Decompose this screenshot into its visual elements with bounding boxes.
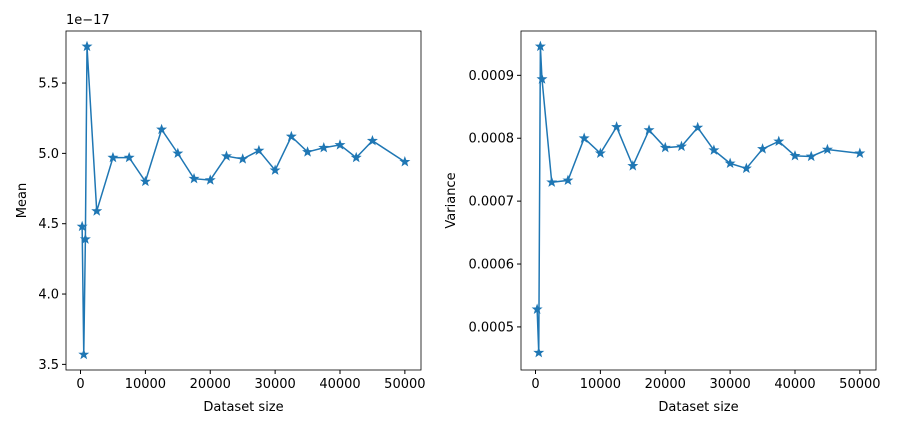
marker [854, 147, 866, 158]
x-axis-label: Dataset size [203, 400, 283, 415]
plot-frame [65, 30, 422, 371]
y-tick-label: 0.0007 [469, 195, 515, 210]
marker [334, 139, 346, 150]
x-axis-label: Dataset size [658, 400, 738, 415]
marker [253, 144, 265, 156]
y-tick-label: 0.0006 [469, 258, 515, 273]
marker [285, 130, 297, 142]
marker [269, 164, 281, 175]
marker [692, 121, 704, 133]
marker [204, 174, 216, 185]
y-tick-label: 3.5 [38, 358, 59, 373]
marker [81, 40, 93, 52]
marker [659, 141, 671, 153]
x-tick-label: 20000 [190, 377, 231, 392]
y-tick-label: 0.0009 [469, 69, 515, 84]
marker [757, 143, 769, 154]
y-tick-label: 4.5 [38, 217, 59, 232]
marker [724, 157, 736, 169]
y-tick-label: 5.5 [38, 77, 59, 92]
marker [805, 150, 817, 162]
x-tick-label: 50000 [839, 377, 880, 392]
marker [675, 140, 687, 152]
marker [91, 205, 103, 216]
marker [399, 156, 411, 167]
marker [821, 143, 833, 155]
marker [627, 160, 639, 171]
marker [107, 151, 119, 163]
marker [643, 124, 655, 135]
marker [302, 146, 314, 157]
x-tick-label: 0 [76, 377, 84, 392]
marker [534, 40, 546, 52]
marker [533, 346, 545, 358]
marker [611, 121, 623, 132]
marker [773, 135, 785, 147]
x-tick-label: 40000 [774, 377, 815, 392]
y-tick-label: 4.0 [38, 288, 59, 303]
marker [139, 175, 151, 187]
marker [156, 123, 168, 135]
y-offset-text: 1e−17 [66, 13, 110, 28]
x-tick-label: 10000 [580, 377, 621, 392]
x-tick-label: 10000 [125, 377, 166, 392]
line [536, 46, 860, 353]
marker [79, 233, 91, 244]
marker [740, 162, 752, 174]
marker [708, 144, 720, 155]
marker [220, 150, 232, 161]
marker [123, 151, 135, 163]
marker [76, 220, 88, 232]
y-axis-label: Variance [444, 172, 459, 228]
marker [546, 176, 558, 187]
y-axis-label: Mean [15, 183, 30, 218]
line [81, 46, 406, 355]
marker [188, 172, 200, 184]
marker [578, 132, 590, 143]
marker [536, 73, 548, 84]
x-tick-label: 30000 [254, 377, 295, 392]
marker [562, 174, 574, 186]
x-tick-label: 20000 [645, 377, 686, 392]
x-tick-label: 40000 [319, 377, 360, 392]
marker [366, 134, 378, 146]
marker [531, 303, 543, 314]
x-tick-label: 0 [531, 377, 539, 392]
marker [78, 348, 90, 360]
y-tick-label: 0.0008 [469, 132, 515, 147]
marker [318, 141, 330, 153]
marker [789, 150, 801, 161]
marker [172, 147, 184, 159]
y-tick-label: 5.0 [38, 147, 59, 162]
x-tick-label: 30000 [709, 377, 750, 392]
x-tick-label: 50000 [384, 377, 425, 392]
marker [350, 151, 362, 163]
marker [237, 153, 249, 164]
plot-frame [520, 30, 877, 371]
y-tick-label: 0.0005 [469, 320, 515, 335]
marker [594, 147, 606, 158]
